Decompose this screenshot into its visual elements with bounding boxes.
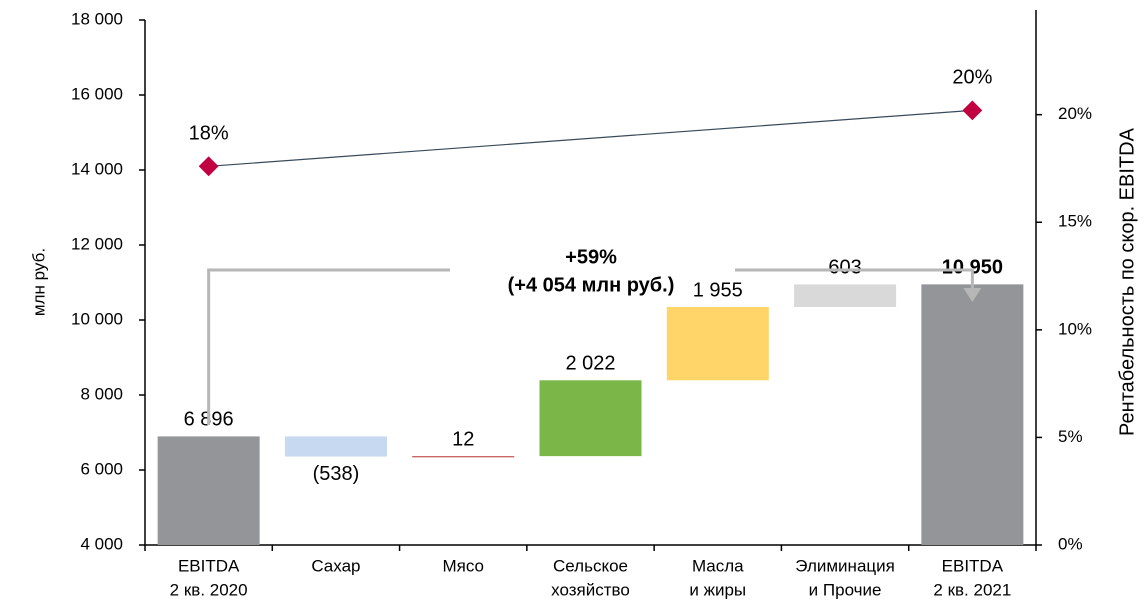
value-label: 10 950 (942, 257, 1003, 279)
x-tick-label: и жиры (689, 580, 746, 599)
y-tick-label: 18 000 (71, 9, 123, 28)
x-tick-label: хозяйство (551, 580, 630, 599)
margin-label: 20% (952, 67, 992, 89)
bar (794, 284, 897, 307)
value-label: 2 022 (565, 353, 615, 375)
y2-tick-label: 10% (1058, 319, 1092, 338)
value-label: 1 955 (693, 279, 743, 301)
y2-tick-label: 5% (1058, 427, 1083, 446)
y2-tick-label: 20% (1058, 104, 1092, 123)
x-tick-label: EBITDA (178, 556, 240, 575)
x-tick-label: и Прочие (809, 580, 882, 599)
x-tick-label: Элиминация (795, 556, 895, 575)
x-tick-label: Мясо (442, 556, 484, 575)
x-tick-label: 2 кв. 2021 (933, 580, 1011, 599)
bar (666, 306, 769, 381)
y-tick-label: 4 000 (80, 534, 123, 553)
x-tick-label: EBITDA (942, 556, 1004, 575)
value-label: (538) (313, 463, 360, 485)
margin-label: 18% (189, 123, 229, 145)
bar (412, 456, 515, 458)
y-tick-label: 8 000 (80, 384, 123, 403)
margin-marker (962, 100, 983, 121)
y-tick-label: 16 000 (71, 84, 123, 103)
y2-tick-label: 15% (1058, 212, 1092, 231)
margin-line (208, 109, 973, 167)
y-tick-label: 12 000 (71, 234, 123, 253)
x-tick-label: Масла (692, 556, 744, 575)
bar (539, 380, 642, 457)
value-label: 603 (828, 257, 861, 279)
bracket (207, 268, 974, 425)
y2-axis-title: Рентабельность по скор. EBITDA (1116, 127, 1138, 436)
y-tick-label: 14 000 (71, 159, 123, 178)
value-label: 12 (452, 428, 474, 450)
margin-marker (198, 156, 219, 177)
arrow-head (963, 288, 982, 302)
bar (921, 284, 1024, 545)
x-tick-label: Сахар (311, 556, 360, 575)
y2-tick-label: 0% (1058, 534, 1083, 553)
annotation: +59% (565, 246, 617, 268)
bar (284, 436, 387, 457)
bar (157, 436, 260, 545)
y-axis-title: млн руб. (29, 248, 48, 316)
annotation: (+4 054 млн руб.) (508, 274, 675, 296)
y-tick-label: 10 000 (71, 309, 123, 328)
x-tick-label: Сельское (553, 556, 628, 575)
y-tick-label: 6 000 (80, 459, 123, 478)
x-tick-label: 2 кв. 2020 (170, 580, 248, 599)
